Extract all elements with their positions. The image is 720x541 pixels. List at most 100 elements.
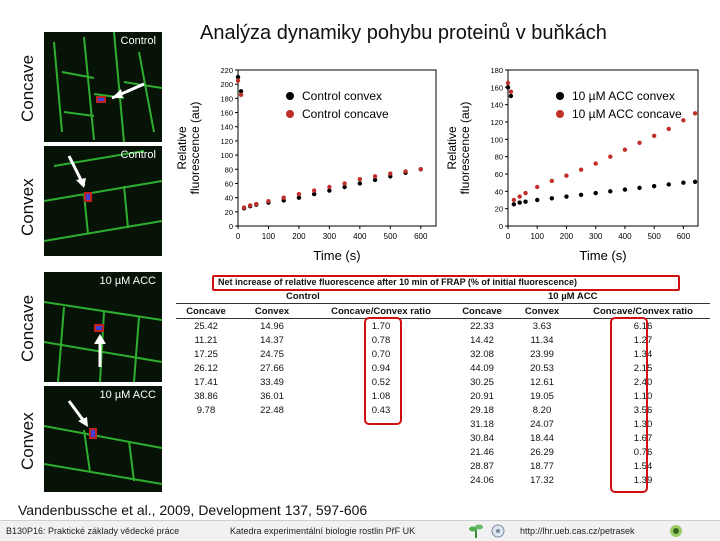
- data-point: [608, 154, 613, 159]
- data-point: [608, 189, 613, 194]
- plot-frame: [507, 69, 699, 227]
- data-point: [622, 187, 628, 192]
- table-cell: 3.56: [633, 405, 653, 416]
- y-axis-label: Relativefluorescence (au): [446, 102, 472, 195]
- data-point: [578, 167, 584, 172]
- col-header: Concave: [462, 306, 502, 317]
- table-row: 21.46 26.29 0.76: [176, 447, 710, 459]
- data-point: [511, 202, 517, 207]
- y-tick-label: 0: [229, 222, 233, 231]
- y-tick-label: 40: [225, 194, 233, 203]
- y-axis-label-line: Relative: [446, 126, 459, 170]
- table-cell: 1.54: [633, 461, 653, 472]
- table-cell: 11.21: [194, 335, 218, 346]
- x-axis-label: Time (s): [579, 248, 626, 263]
- y-axis-label-line: fluorescence (au): [458, 102, 472, 195]
- table-cell: 9.78: [196, 405, 216, 416]
- footer-department: Katedra experimentální biologie rostlin …: [230, 526, 416, 536]
- data-point: [666, 126, 671, 132]
- table-cell: 2.40: [633, 377, 653, 388]
- table-cell: 6.16: [633, 321, 653, 332]
- data-point: [238, 92, 244, 98]
- data-point: [266, 198, 271, 204]
- table-cell: 18.44: [530, 433, 554, 444]
- col-header: Concave: [186, 306, 226, 317]
- table-cell: 14.37: [260, 335, 284, 346]
- col-header: Convex: [524, 306, 560, 317]
- frap-chart-acc: 0 100 200 300 400 500 600 0 20 40 60 80 100 120 140 160…: [446, 66, 699, 263]
- data-point: [517, 200, 522, 205]
- y-tick-label: 20: [495, 205, 503, 214]
- frap-chart-control: 0 100 200 300 400 500 600 0 20 40 60 80 100 120 140 160…: [176, 66, 437, 263]
- panel-caption: 10 µM ACC: [99, 389, 156, 401]
- micrograph-control-concave: Control: [44, 32, 162, 142]
- table-cell: 1.70: [371, 321, 391, 332]
- data-point: [651, 133, 657, 139]
- table-cell: 12.61: [530, 377, 554, 388]
- data-point: [593, 190, 598, 196]
- table-caption: Net increase of relative fluorescence af…: [218, 277, 577, 287]
- data-point: [564, 194, 569, 199]
- table-cell: 44.09: [470, 363, 494, 374]
- data-point: [692, 179, 698, 184]
- legend-label: Control concave: [302, 107, 389, 121]
- footer-bar: B130P16: Praktické základy vědecké práce…: [0, 520, 720, 541]
- table-cell: 31.18: [470, 419, 494, 430]
- table-cell: 1.67: [633, 433, 653, 444]
- group-header-acc: 10 µM ACC: [548, 291, 598, 302]
- x-tick-label: 0: [236, 232, 241, 241]
- table-cell: 1.39: [633, 475, 653, 486]
- y-tick-label: 20: [225, 208, 233, 217]
- data-point: [241, 205, 247, 210]
- footer-course: B130P16: Praktické základy vědecké práce: [6, 526, 180, 536]
- data-point: [593, 161, 598, 166]
- table-cell: 26.29: [530, 447, 554, 458]
- table-cell: 36.01: [260, 391, 284, 402]
- x-tick-label: 300: [589, 232, 603, 241]
- data-point: [578, 192, 584, 197]
- table-cell: 28.87: [470, 461, 494, 472]
- data-point: [637, 140, 642, 145]
- x-tick-label: 100: [262, 232, 276, 241]
- data-point: [692, 111, 698, 116]
- table-row: 11.21 14.37 0.78 14.42 11.34 1.27: [176, 335, 710, 347]
- y-tick-label: 160: [490, 83, 503, 92]
- table-cell: 30.25: [470, 377, 494, 388]
- data-point: [418, 167, 423, 172]
- table-cell: 1.34: [633, 349, 653, 360]
- table-cell: 0.43: [371, 405, 391, 416]
- plant-logo-icon: [469, 524, 483, 538]
- panel-caption: Control: [120, 149, 156, 161]
- header-rule: [176, 318, 710, 319]
- micrograph-control-convex: Control: [44, 146, 162, 256]
- col-header: Convex: [254, 306, 290, 317]
- table-cell: 22.48: [260, 405, 284, 416]
- cell-wall-drawing: [44, 400, 162, 485]
- group-rule: [176, 303, 710, 304]
- data-point: [549, 196, 555, 201]
- data-point: [523, 190, 528, 196]
- lab-logo-icon: [670, 525, 682, 537]
- data-point: [296, 195, 302, 200]
- table-cell: 1.27: [633, 335, 653, 346]
- table-cell: 14.96: [260, 321, 284, 332]
- table-cell: 8.20: [532, 405, 552, 416]
- data-point: [508, 93, 514, 99]
- legend-marker: [286, 110, 294, 118]
- table-cell: 27.66: [260, 363, 284, 374]
- data-point: [637, 185, 642, 191]
- table-cell: 38.86: [194, 391, 218, 402]
- table-cell: 14.42: [470, 335, 494, 346]
- ratio-highlight-acc: [610, 317, 648, 493]
- data-point: [505, 80, 511, 86]
- data-point: [666, 182, 671, 187]
- data-point: [535, 197, 540, 203]
- y-tick-label: 120: [490, 118, 503, 127]
- table-row: 26.12 27.66 0.94 44.09 20.53 2.15: [176, 363, 710, 375]
- x-axis-label: Time (s): [313, 248, 360, 263]
- x-tick-label: 200: [292, 232, 306, 241]
- y-tick-label: 140: [220, 123, 233, 132]
- table-cell: 19.05: [530, 391, 554, 402]
- side-label-convex-2: Convex: [18, 412, 37, 470]
- x-tick-label: 500: [384, 232, 398, 241]
